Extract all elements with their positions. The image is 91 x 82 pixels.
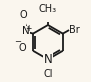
Text: N: N (22, 26, 30, 36)
Text: N: N (44, 53, 52, 66)
Text: Br: Br (69, 25, 80, 35)
Text: +: + (25, 24, 32, 33)
Text: O: O (19, 10, 27, 20)
Text: CH₃: CH₃ (39, 4, 57, 14)
Text: −: − (14, 37, 21, 46)
Text: Cl: Cl (43, 69, 53, 79)
Text: O: O (18, 43, 26, 53)
